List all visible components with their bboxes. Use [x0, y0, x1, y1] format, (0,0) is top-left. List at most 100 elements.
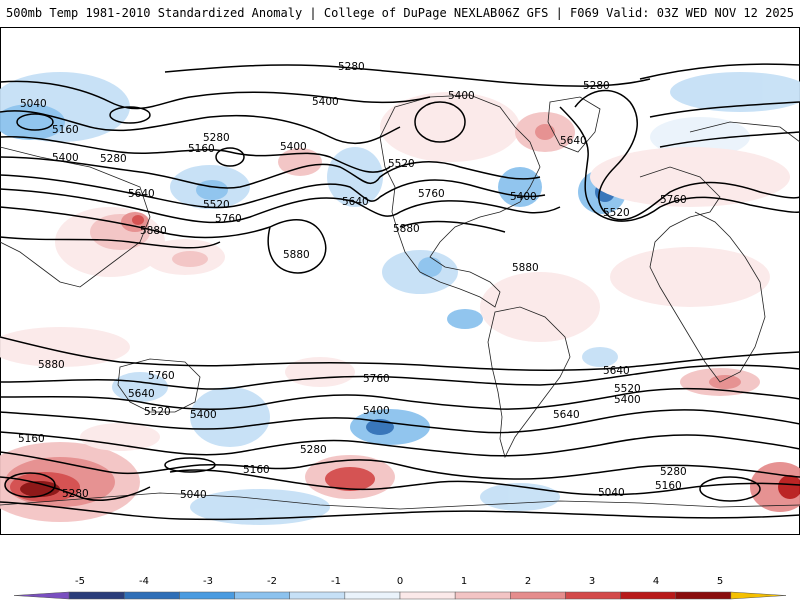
- contour-label: 5880: [140, 225, 167, 237]
- warm-anomaly-patch: [709, 375, 741, 389]
- warm-anomaly-patch: [0, 327, 130, 367]
- warm-anomaly-patch: [750, 462, 800, 512]
- contour-label: 5400: [510, 191, 537, 203]
- contour-line: [0, 387, 800, 411]
- warm-anomaly-patch: [480, 272, 600, 342]
- contour-line: [559, 106, 800, 222]
- australia-outline: [117, 358, 201, 413]
- colorbar-swatch: [179, 591, 235, 600]
- warm-anomaly-patch: [590, 147, 790, 207]
- contour-label: 5520: [144, 406, 171, 418]
- anomaly-shading: [0, 72, 800, 525]
- colorbar-swatch: [124, 591, 180, 600]
- colorbar-tick-label: -2: [267, 576, 277, 587]
- contour-line: [0, 451, 800, 480]
- contour-line: [649, 101, 800, 118]
- contour-label: 5400: [614, 394, 641, 406]
- contour-line: [0, 110, 401, 145]
- colorbar-tick-label: -3: [203, 576, 213, 587]
- contour-label: 5160: [655, 480, 682, 492]
- colorbar-swatch: [730, 591, 787, 600]
- contour-line: [0, 136, 391, 173]
- model-valid-time: 06Z GFS | F069 Valid: 03Z WED NOV 12 202…: [497, 6, 794, 20]
- contour-line: [414, 101, 466, 143]
- contour-label: 5280: [62, 488, 89, 500]
- colorbar-swatch: [399, 591, 456, 600]
- contour-label: 5040: [20, 98, 47, 110]
- contour-label: 5640: [560, 135, 587, 147]
- contour-line: [16, 113, 54, 131]
- colorbar-swatch: [289, 591, 346, 600]
- colorbar-tick-labels: -5 -4 -3 -2 -1 0 1 2 3 4 5: [75, 576, 723, 587]
- contour-line: [164, 457, 216, 473]
- colorbar-tick-label: 4: [653, 576, 659, 587]
- contour-line: [0, 336, 800, 371]
- cold-anomaly-patch: [190, 489, 330, 525]
- warm-anomaly-patch: [380, 92, 520, 162]
- cold-anomaly-patch: [650, 117, 750, 157]
- contour-label: 5160: [243, 464, 270, 476]
- contour-label: 5400: [448, 90, 475, 102]
- anomaly-map: 5280 5400 5040 5160 5280 5400 5160 5280 …: [0, 27, 800, 535]
- cold-anomaly-patch: [112, 372, 168, 402]
- warm-anomaly-patch: [535, 124, 555, 140]
- contour-line: [639, 63, 800, 80]
- contour-label: 5520: [614, 383, 641, 395]
- contour-line: [0, 431, 800, 457]
- colorbar-swatch: [234, 591, 290, 600]
- contour-label: 5640: [603, 365, 630, 377]
- map-title: 500mb Temp 1981-2010 Standardized Anomal…: [6, 6, 498, 20]
- contour-label: 5280: [338, 61, 365, 73]
- contour-label: 5280: [203, 132, 230, 144]
- contour-line: [0, 469, 800, 501]
- contour-line: [4, 472, 56, 498]
- contour-label: 5760: [363, 373, 390, 385]
- colorbar-tick-label: 0: [397, 576, 403, 587]
- warm-anomaly-patch: [172, 251, 208, 267]
- contour-label: 5760: [148, 370, 175, 382]
- colorbar-swatch: [454, 591, 511, 600]
- cold-anomaly-patch: [0, 104, 65, 140]
- colorbar-swatch: [510, 591, 566, 600]
- contour-line: [0, 409, 800, 434]
- contour-line: [0, 501, 800, 521]
- contour-label: 5160: [18, 433, 45, 445]
- colorbar-tick-label: 1: [461, 576, 467, 587]
- cold-anomaly-patch: [196, 180, 228, 200]
- contour-label: 5040: [180, 489, 207, 501]
- contour-label: 5280: [583, 80, 610, 92]
- anomaly-colorbar: -5 -4 -3 -2 -1 0 1 2 3 4 5: [13, 576, 787, 600]
- colorbar-tick-label: -5: [75, 576, 85, 587]
- antarctica-outline: [0, 492, 800, 510]
- contour-line: [0, 80, 431, 110]
- contour-label: 5280: [300, 444, 327, 456]
- contour-label: 5160: [52, 124, 79, 136]
- colorbar-tick-label: 5: [717, 576, 723, 587]
- colorbar-tick-label: 3: [589, 576, 595, 587]
- colorbar-swatch: [620, 591, 676, 600]
- warm-anomaly-patch: [778, 475, 800, 499]
- colorbar-tick-label: -1: [331, 576, 341, 587]
- warm-anomaly-patch: [610, 247, 770, 307]
- contour-line: [215, 147, 245, 167]
- contour-line: [0, 174, 546, 209]
- contour-label: 5640: [128, 388, 155, 400]
- contour-label: 5520: [203, 199, 230, 211]
- contour-label: 5760: [660, 194, 687, 206]
- colorbar-tick-label: -4: [139, 576, 149, 587]
- contour-line: [0, 156, 541, 189]
- contour-label: 5280: [660, 466, 687, 478]
- contour-label: 5400: [312, 96, 339, 108]
- contour-label: 5520: [388, 158, 415, 170]
- contour-label: 5760: [418, 188, 445, 200]
- asia-outline: [0, 121, 800, 288]
- warm-anomaly-patch: [132, 215, 144, 225]
- warm-anomaly-patch: [285, 357, 355, 387]
- contour-label: 5760: [215, 213, 242, 225]
- cold-anomaly-patch: [670, 72, 800, 112]
- contour-line: [267, 219, 327, 274]
- contour-label: 5400: [280, 141, 307, 153]
- contour-line: [699, 476, 761, 502]
- cold-anomaly-patch: [190, 387, 270, 447]
- colorbar-swatch: [344, 591, 401, 600]
